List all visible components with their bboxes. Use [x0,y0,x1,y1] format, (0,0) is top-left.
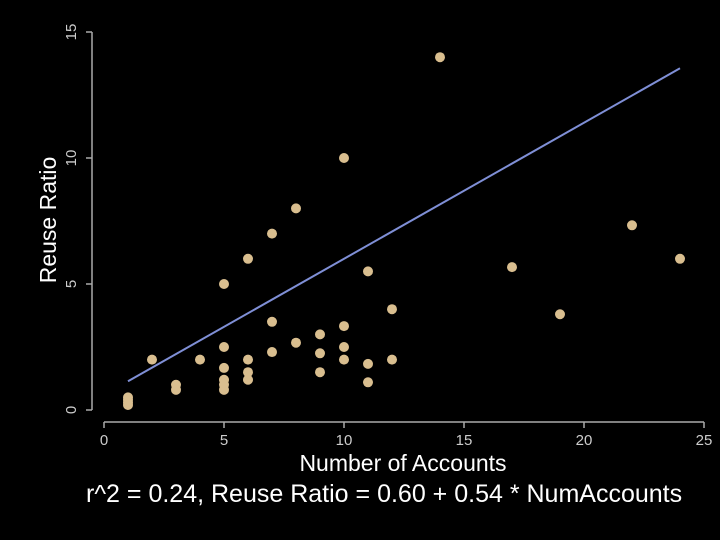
x-tick-label: 20 [576,432,593,449]
data-point [339,153,349,163]
data-point [243,253,253,264]
data-point [219,384,229,395]
data-point [123,399,133,410]
data-point [267,316,277,327]
data-point [339,342,349,352]
data-point [507,262,517,273]
data-point [363,266,373,277]
data-point [171,384,181,395]
regression-formula: r^2 = 0.24, Reuse Ratio = 0.60 + 0.54 * … [86,480,683,508]
data-point [363,358,373,369]
data-point [291,337,301,348]
data-point [267,347,277,358]
data-point [675,253,685,264]
data-point [339,354,349,365]
data-point [147,354,157,365]
x-axis-title: Number of Accounts [299,450,506,476]
x-tick-label: 10 [336,432,353,449]
data-point [219,342,229,352]
data-point [435,52,445,63]
data-point [315,367,325,378]
y-tick-label: 0 [63,406,80,414]
data-point [339,321,349,332]
fit-line [127,67,681,383]
data-point [555,309,565,320]
data-point [315,329,325,340]
data-point [315,348,325,359]
y-ticks: 0 5 10 15 [63,24,92,414]
y-tick-label: 5 [63,280,80,288]
points-layer [123,52,685,410]
y-tick-label: 10 [63,150,80,167]
y-axis-title: Reuse Ratio [35,157,61,284]
data-point [387,304,397,315]
data-point [291,203,301,214]
data-point [627,220,637,231]
x-tick-label: 15 [456,432,473,449]
x-tick-label: 25 [696,432,713,449]
data-point [243,367,253,378]
data-point [219,279,229,289]
x-tick-label: 0 [100,432,108,449]
data-point [219,362,229,373]
fit-line-layer [127,67,681,383]
data-point [243,354,253,365]
y-tick-label: 15 [63,24,80,41]
data-point [195,354,205,365]
x-ticks: 0 5 10 15 20 25 [100,422,713,449]
data-point [387,354,397,365]
axes [91,32,704,423]
x-tick-label: 5 [220,432,228,449]
data-point [267,228,277,239]
data-point [243,374,253,385]
data-point [363,377,373,388]
